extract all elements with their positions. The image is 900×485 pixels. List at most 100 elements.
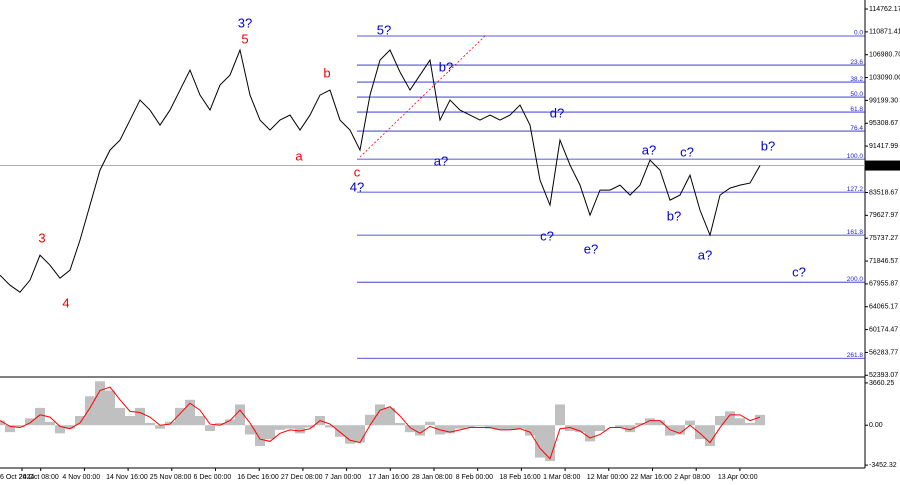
osc-bar [755, 414, 765, 426]
osc-bar [155, 425, 165, 429]
osc-bar [745, 422, 755, 426]
osc-bar [345, 425, 355, 444]
x-tick-label: 6 Oct 2024 [0, 474, 34, 481]
osc-bar [735, 418, 745, 426]
y-tick-label: 91417.99 [869, 143, 898, 150]
fib-label: 50.0 [850, 91, 863, 98]
osc-bar [525, 425, 535, 436]
x-tick-label: 7 Jan 00:00 [325, 474, 362, 481]
osc-bar [575, 425, 585, 433]
x-tick-label: 25 Nov 08:00 [150, 474, 192, 481]
osc-bar [5, 425, 15, 433]
y-tick-label: 106980.70 [869, 52, 900, 59]
y-tick-label: 95308.67 [869, 120, 898, 127]
osc-bar [265, 425, 275, 440]
osc-bar [275, 425, 285, 430]
osc-bar [285, 425, 295, 429]
y-tick-label: 103090.00 [869, 74, 900, 81]
osc-bar [565, 425, 575, 432]
fib-label: 127.2 [847, 186, 864, 193]
x-tick-label: 17 Jan 16:00 [368, 474, 409, 481]
fib-label: 261.8 [847, 352, 864, 359]
wave-label: c? [540, 228, 554, 243]
osc-bar [335, 425, 345, 437]
x-tick-label: 4 Nov 00:00 [62, 474, 100, 481]
osc-bar [545, 425, 555, 462]
wave-label: c? [680, 144, 694, 159]
fib-label: 200.0 [847, 276, 864, 283]
osc-bar [625, 425, 635, 433]
osc-bar [615, 425, 625, 428]
y-tick-label: 75737.27 [869, 235, 898, 242]
wave-label: a? [434, 153, 448, 168]
wave-label: 5? [377, 22, 391, 37]
x-tick-label: 14 Nov 16:00 [106, 474, 148, 481]
wave-label: 4 [62, 295, 69, 310]
y-tick-label: 56283.77 [869, 349, 898, 356]
wave-label: 4? [350, 179, 364, 194]
osc-bar [555, 404, 565, 426]
osc-bar [65, 425, 75, 429]
wave-label: b? [667, 208, 681, 223]
osc-bar [195, 415, 205, 426]
osc-bar [595, 425, 605, 432]
osc-bar [725, 411, 735, 426]
osc-bar [445, 425, 455, 434]
y-tick-label: 52393.07 [869, 372, 898, 379]
osc-bar [0, 420, 5, 426]
osc-y-tick-label: -3452.32 [869, 462, 897, 469]
osc-bar [715, 415, 725, 426]
x-tick-label: 27 Dec 08:00 [281, 474, 323, 481]
wave-label: c? [792, 264, 806, 279]
y-tick-label: 67955.87 [869, 281, 898, 288]
wave-label: 3? [238, 15, 252, 30]
osc-bar [205, 425, 215, 432]
osc-bar [365, 414, 375, 426]
x-tick-label: 24 Oct 08:00 [19, 474, 59, 481]
x-tick-label: 8 Feb 00:00 [456, 474, 493, 481]
osc-y-tick-label: 3660.25 [869, 380, 894, 387]
osc-bar [455, 425, 465, 429]
osc-bar [665, 425, 675, 436]
y-tick-label: 71846.57 [869, 258, 898, 265]
wave-label: b? [439, 59, 453, 74]
osc-bar [305, 425, 315, 428]
osc-bar [45, 421, 55, 426]
osc-bar [385, 407, 395, 426]
osc-bar [485, 425, 495, 429]
osc-bar [245, 425, 255, 435]
osc-bar [585, 425, 595, 442]
y-tick-label: 83518.67 [869, 189, 898, 196]
osc-bar [685, 420, 695, 426]
osc-bar [55, 425, 65, 434]
osc-bar [515, 425, 525, 429]
osc-bar [175, 407, 185, 426]
x-tick-label: 13 Apr 00:00 [718, 474, 758, 481]
y-tick-label: 110871.41 [869, 29, 900, 36]
wave-label: e? [584, 241, 598, 256]
osc-bar [505, 425, 515, 430]
osc-bar [635, 422, 645, 426]
y-tick-label: 79627.97 [869, 212, 898, 219]
osc-bar [655, 420, 665, 426]
osc-bar [675, 425, 685, 435]
osc-bar [95, 381, 105, 426]
osc-bar [15, 425, 25, 428]
osc-bar [125, 415, 135, 426]
price-line [0, 48, 761, 293]
wave-label: a [295, 148, 303, 163]
fib-label: 100.0 [847, 153, 864, 160]
current-price-label: 88107.74 [868, 162, 897, 169]
osc-bar [415, 425, 425, 436]
x-tick-label: 22 Mar 16:00 [631, 474, 672, 481]
osc-bar [255, 425, 265, 447]
trend-line [359, 35, 486, 158]
wave-label: d? [550, 105, 564, 120]
y-tick-label: 114762.17 [869, 6, 900, 13]
osc-bar [325, 425, 335, 428]
osc-bar [145, 422, 155, 426]
osc-bar [185, 399, 195, 426]
osc-bar [495, 425, 505, 430]
fib-label: 76.4 [850, 125, 863, 132]
